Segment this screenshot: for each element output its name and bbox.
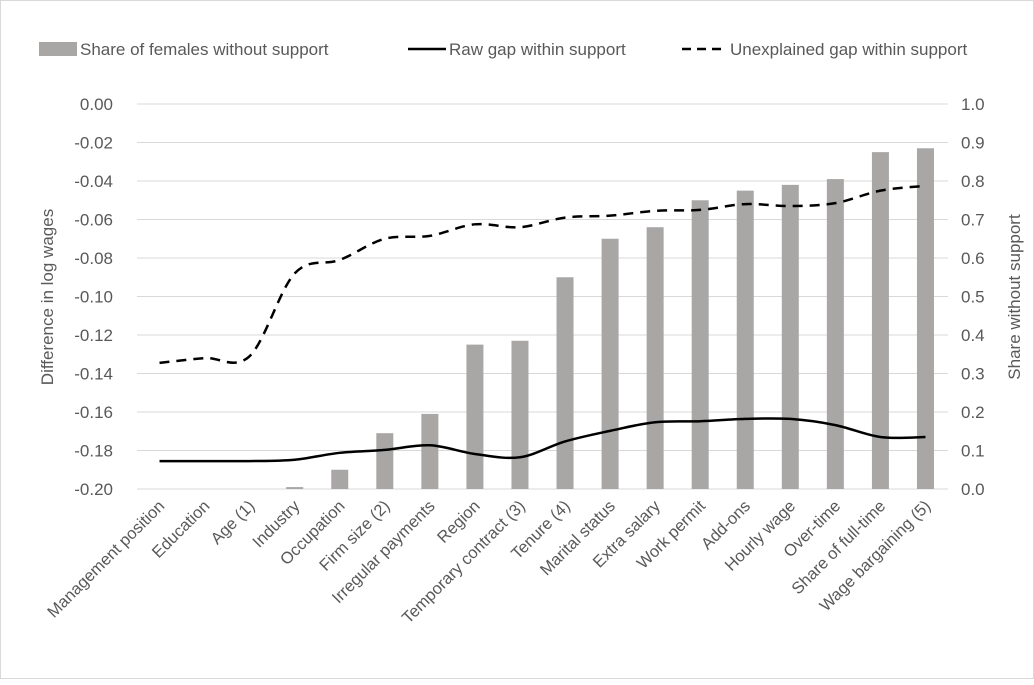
- bar: [286, 487, 304, 489]
- right-axis-title: Share without support: [1005, 214, 1024, 380]
- legend-swatch-bar: [39, 42, 77, 56]
- legend-label-bar: Share of females without support: [80, 40, 329, 59]
- left-axis-title: Difference in log wages: [38, 209, 57, 385]
- left-tick-label: -0.02: [74, 134, 113, 153]
- bar-series: [286, 148, 934, 489]
- legend-label-raw: Raw gap within support: [449, 40, 626, 59]
- left-tick-label: -0.08: [74, 249, 113, 268]
- right-tick-label: 0.3: [961, 365, 985, 384]
- left-tick-label: -0.14: [74, 365, 113, 384]
- left-tick-label: -0.04: [74, 172, 113, 191]
- right-tick-label: 0.7: [961, 211, 985, 230]
- bar: [916, 148, 934, 489]
- bar: [331, 469, 349, 489]
- right-tick-label: 0.9: [961, 134, 985, 153]
- bar: [736, 190, 754, 489]
- right-tick-label: 0.4: [961, 326, 985, 345]
- legend-label-unexplained: Unexplained gap within support: [730, 40, 967, 59]
- left-tick-label: -0.10: [74, 288, 113, 307]
- bar: [601, 238, 619, 489]
- right-tick-label: 0.8: [961, 172, 985, 191]
- bar: [511, 340, 529, 489]
- unexplained-gap-line: [159, 184, 926, 365]
- bar: [871, 152, 889, 489]
- line-series: [159, 184, 926, 463]
- right-tick-label: 0.1: [961, 442, 985, 461]
- left-tick-label: -0.18: [74, 442, 113, 461]
- right-tick-label: 0.0: [961, 480, 985, 499]
- right-tick-label: 0.5: [961, 288, 985, 307]
- left-tick-label: -0.20: [74, 480, 113, 499]
- raw-gap-line: [159, 417, 926, 463]
- bar: [691, 200, 709, 489]
- left-tick-label: -0.16: [74, 403, 113, 422]
- right-tick-label: 0.6: [961, 249, 985, 268]
- right-tick-label: 1.0: [961, 95, 985, 114]
- left-tick-label: 0.00: [80, 95, 113, 114]
- gridlines: [137, 103, 948, 490]
- bar: [376, 433, 394, 489]
- bar: [646, 227, 664, 489]
- right-axis-ticks: 1.0 0.9 0.8 0.7 0.6 0.5 0.4 0.3 0.2 0.1 0.0: [961, 95, 985, 499]
- left-tick-label: -0.06: [74, 211, 113, 230]
- bar: [826, 179, 844, 489]
- bar: [781, 184, 799, 489]
- category-label: Management position: [44, 497, 168, 621]
- left-tick-label: -0.12: [74, 326, 113, 345]
- legend: Share of females without support Raw gap…: [39, 40, 967, 59]
- bar: [421, 413, 439, 489]
- bar: [556, 277, 574, 489]
- bar: [466, 344, 484, 489]
- left-axis-ticks: 0.00 -0.02 -0.04 -0.06 -0.08 -0.10 -0.12 -0.14 -…: [74, 95, 113, 499]
- right-tick-label: 0.2: [961, 403, 985, 422]
